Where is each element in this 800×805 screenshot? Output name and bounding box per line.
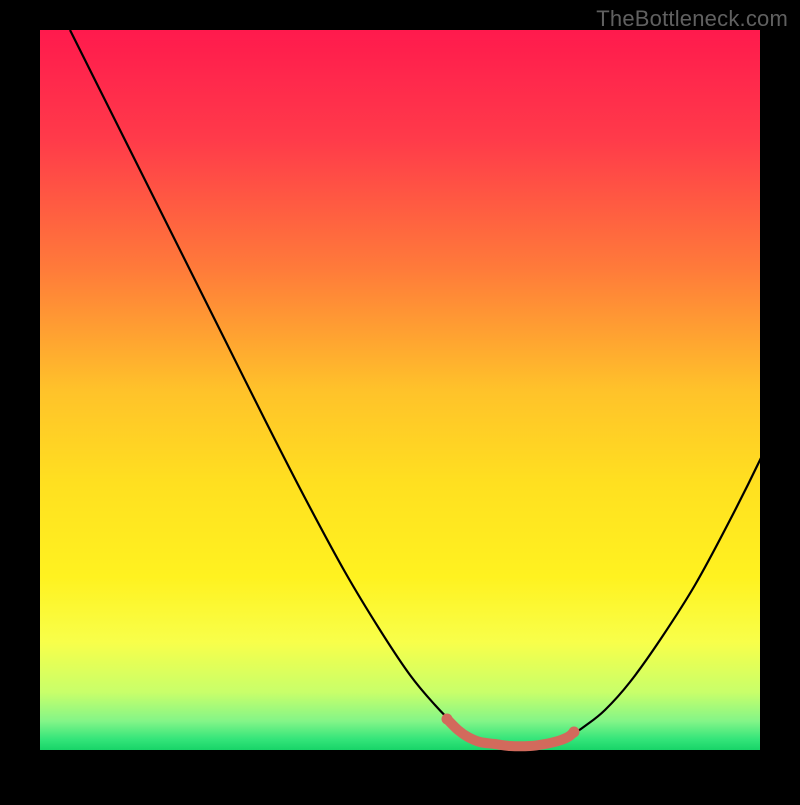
chart-stage: TheBottleneck.com <box>0 0 800 800</box>
bottleneck-chart <box>0 0 800 800</box>
watermark-text: TheBottleneck.com <box>596 6 788 32</box>
valley-endpoint-left <box>442 714 453 725</box>
valley-endpoint-right <box>569 727 580 738</box>
plot-background <box>40 30 760 750</box>
